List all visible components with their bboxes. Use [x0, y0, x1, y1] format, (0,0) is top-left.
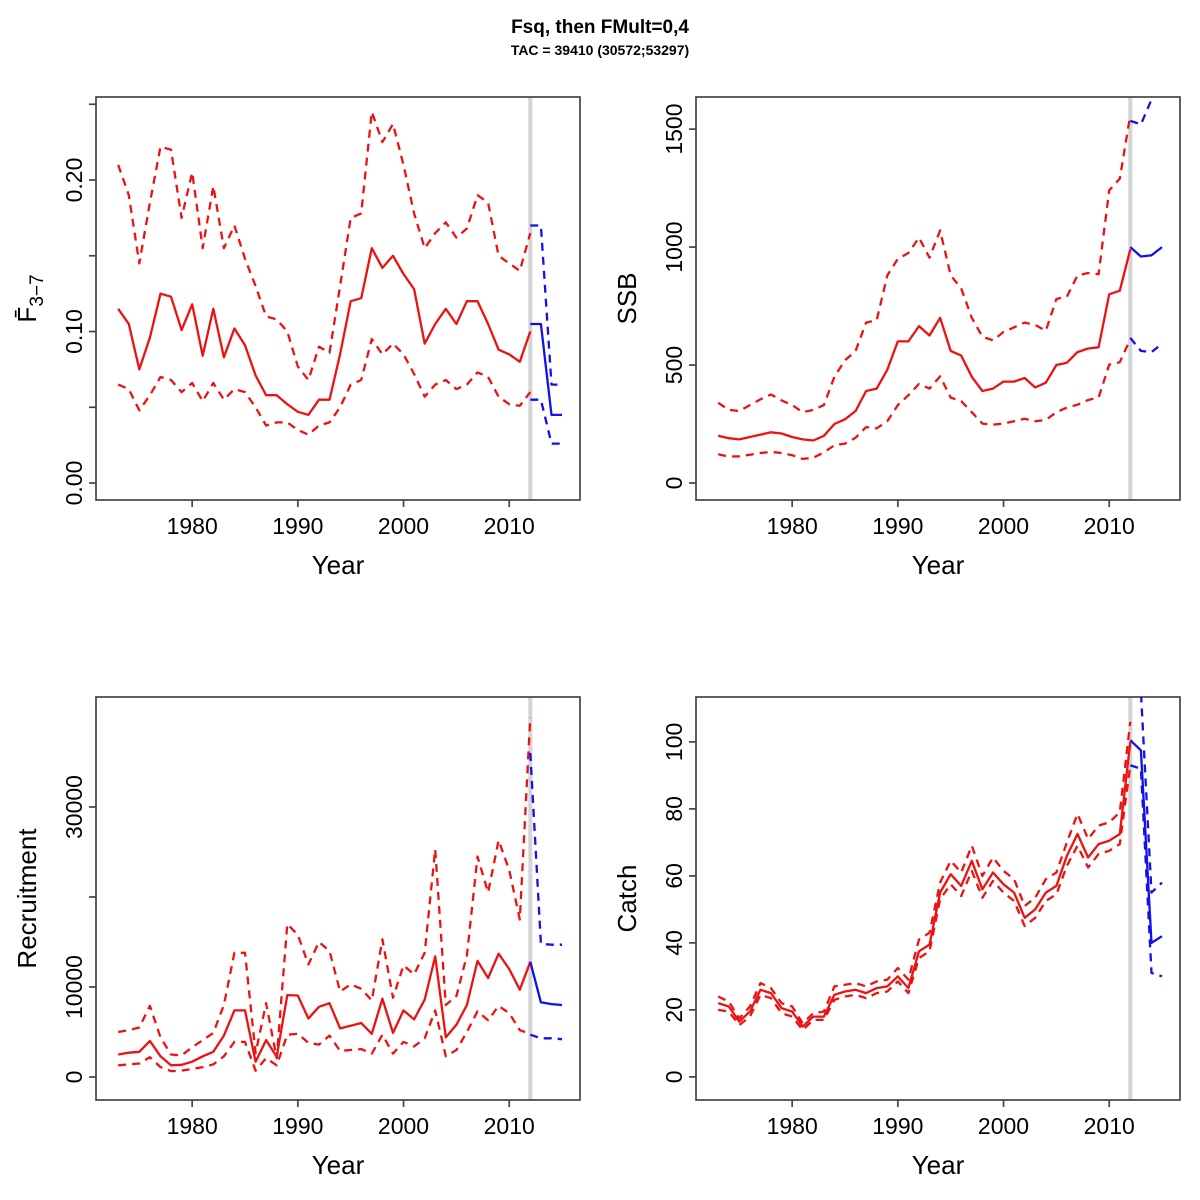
svg-text:SSB: SSB	[612, 272, 642, 324]
svg-text:2010: 2010	[1084, 513, 1135, 539]
svg-text:Recruitment: Recruitment	[12, 828, 42, 969]
svg-text:Year: Year	[912, 550, 965, 580]
svg-text:30000: 30000	[61, 775, 87, 839]
svg-text:Year: Year	[312, 1150, 365, 1180]
svg-text:Year: Year	[912, 1150, 965, 1180]
svg-text:1980: 1980	[167, 513, 218, 539]
svg-text:0.20: 0.20	[61, 158, 87, 203]
svg-text:80: 80	[661, 796, 687, 822]
svg-text:1000: 1000	[661, 221, 687, 272]
svg-text:1980: 1980	[767, 513, 818, 539]
svg-text:2000: 2000	[378, 513, 429, 539]
catch-chart-panel: 1980 1990 2000 2010 0 20 40 60 80 100 Year Catch	[612, 696, 1181, 1180]
svg-text:2010: 2010	[484, 513, 535, 539]
svg-text:F̄3−7: F̄3−7	[12, 274, 48, 322]
svg-text:0: 0	[661, 1070, 687, 1083]
recruitment-chart-panel: 1980 1990 2000 2010 0 10000 30000 Year Recruitme…	[12, 696, 581, 1180]
svg-text:10000: 10000	[61, 955, 87, 1019]
svg-text:20: 20	[661, 997, 687, 1023]
svg-text:60: 60	[661, 863, 687, 889]
svg-text:Catch: Catch	[612, 865, 642, 933]
svg-text:2010: 2010	[1084, 1113, 1135, 1139]
svg-text:40: 40	[661, 930, 687, 956]
title-block: Fsq, then FMult=0,4 TAC = 39410 (30572;5…	[0, 16, 1200, 59]
svg-text:500: 500	[661, 346, 687, 384]
figure-title: Fsq, then FMult=0,4	[511, 17, 689, 38]
svg-text:0.10: 0.10	[61, 309, 87, 354]
svg-text:0.00: 0.00	[61, 461, 87, 506]
svg-text:0: 0	[661, 477, 687, 490]
svg-text:1500: 1500	[661, 104, 687, 155]
fbar-chart-panel: 1980 1990 2000 2010 0.00 0.10 0.20 Year F̄3−7	[12, 96, 581, 580]
figure-subtitle: TAC = 39410 (30572;53297)	[510, 42, 690, 58]
svg-text:1980: 1980	[167, 1113, 218, 1139]
svg-text:Year: Year	[312, 550, 365, 580]
svg-text:2000: 2000	[378, 1113, 429, 1139]
svg-text:1980: 1980	[767, 1113, 818, 1139]
svg-text:1990: 1990	[272, 513, 323, 539]
svg-text:1990: 1990	[272, 1113, 323, 1139]
svg-text:0: 0	[61, 1071, 87, 1084]
svg-text:2000: 2000	[978, 1113, 1029, 1139]
svg-text:1990: 1990	[872, 513, 923, 539]
svg-text:2000: 2000	[978, 513, 1029, 539]
svg-text:100: 100	[661, 723, 687, 761]
ssb-chart-panel: 1980 1990 2000 2010 0 500 1000 1500 Year SSB	[612, 96, 1181, 580]
svg-text:1990: 1990	[872, 1113, 923, 1139]
svg-text:2010: 2010	[484, 1113, 535, 1139]
